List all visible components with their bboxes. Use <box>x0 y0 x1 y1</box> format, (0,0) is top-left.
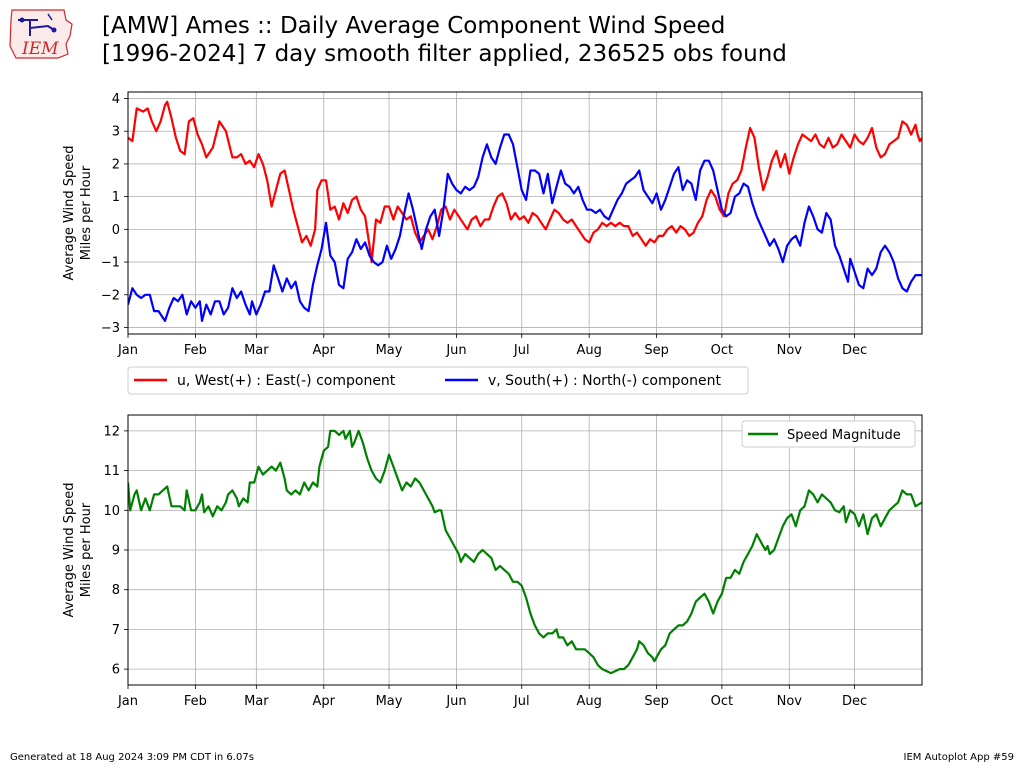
y-tick-label: 12 <box>103 424 120 439</box>
y-axis-label: Miles per Hour <box>79 165 94 260</box>
legend-box: u, West(+) : East(-) component v, South(+… <box>127 366 749 395</box>
iem-logo-graphic: IEM <box>9 9 73 59</box>
x-tick-label: May <box>376 694 403 709</box>
series-line-2-1 <box>128 429 922 675</box>
y-tick-label: −3 <box>101 321 120 336</box>
legend-label: Speed Magnitude <box>787 428 901 443</box>
plot-frame <box>127 91 923 335</box>
y-tick-label: −1 <box>101 256 120 271</box>
x-tick-label: Oct <box>711 694 733 709</box>
x-tick-label: Feb <box>184 343 207 358</box>
series-line-1-1 <box>128 100 922 264</box>
y-tick-label: −2 <box>101 288 120 303</box>
x-tick-label: Jun <box>445 694 466 709</box>
y-tick-label: 8 <box>112 583 120 598</box>
x-tick-label: Apr <box>313 343 336 358</box>
y-axis-label: Average Wind Speed <box>62 145 77 280</box>
chart-title-line-1: [AMW] Ames :: Daily Average Component Wi… <box>102 13 726 39</box>
chart-panel-1: Jan Feb Mar Apr May Jun Jul Aug Sep Oct Nov Dec −3 −2… <box>62 91 923 395</box>
plot-frame <box>127 414 923 686</box>
legend-label: v, South(+) : North(-) component <box>488 373 721 389</box>
x-tick-label: Sep <box>644 694 669 709</box>
x-tick-label: Nov <box>777 694 803 709</box>
y-tick-label: 3 <box>112 125 120 140</box>
svg-text:IEM: IEM <box>21 39 59 59</box>
x-tick-label: Nov <box>777 343 803 358</box>
y-tick-label: 0 <box>112 223 120 238</box>
x-tick-label: Feb <box>184 694 207 709</box>
x-tick-label: May <box>376 343 403 358</box>
legend-box: Speed Magnitude <box>741 420 916 448</box>
app-id: IEM Autoplot App #59 <box>903 752 1014 763</box>
y-tick-label: 7 <box>112 623 120 638</box>
y-axis-label: Average Wind Speed <box>62 482 77 617</box>
series-line-1-2 <box>128 133 922 322</box>
x-tick-label: Aug <box>576 343 601 358</box>
y-tick-label: 1 <box>112 190 120 205</box>
y-tick-label: 6 <box>112 663 120 678</box>
legend-frame <box>741 420 916 448</box>
x-tick-label: Jan <box>117 694 138 709</box>
x-tick-label: Oct <box>711 343 733 358</box>
x-tick-label: Jul <box>513 343 530 358</box>
chart-panel-2: Jan Feb Mar Apr May Jun Jul Aug Sep Oct Nov Dec 6 7 8 9… <box>62 414 923 709</box>
x-tick-label: Mar <box>244 694 269 709</box>
legend-frame <box>127 366 749 395</box>
x-tick-label: Aug <box>576 694 601 709</box>
x-tick-label: Sep <box>644 343 669 358</box>
generated-timestamp: Generated at 18 Aug 2024 3:09 PM CDT in … <box>10 752 254 763</box>
y-tick-label: 4 <box>112 92 120 107</box>
x-tick-label: Apr <box>313 694 336 709</box>
y-tick-label: 11 <box>103 464 120 479</box>
y-tick-label: 2 <box>112 157 120 172</box>
x-tick-label: Dec <box>842 343 867 358</box>
x-tick-label: Jan <box>117 343 138 358</box>
y-axis-label: Miles per Hour <box>79 502 94 597</box>
chart-title-line-2: [1996-2024] 7 day smooth filter applied,… <box>102 41 787 67</box>
x-tick-label: Mar <box>244 343 269 358</box>
y-tick-label: 9 <box>112 544 120 559</box>
x-tick-label: Jul <box>513 694 530 709</box>
x-tick-label: Dec <box>842 694 867 709</box>
legend-label: u, West(+) : East(-) component <box>177 373 396 389</box>
y-tick-label: 10 <box>103 504 120 519</box>
x-tick-label: Jun <box>445 343 466 358</box>
iem-logo: IEM <box>8 6 76 62</box>
